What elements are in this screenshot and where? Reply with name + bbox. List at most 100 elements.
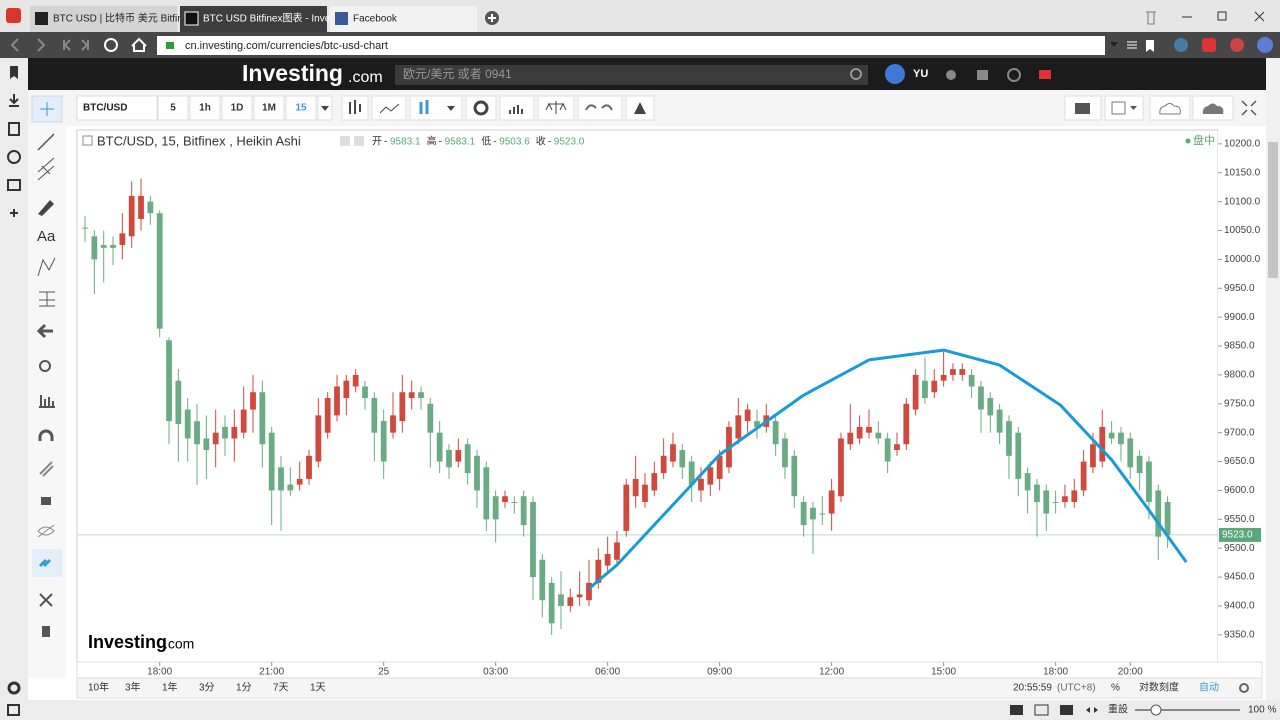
text-tool[interactable]: Aa (37, 228, 56, 245)
interval-button[interactable] (221, 95, 253, 121)
browser-logo[interactable] (6, 8, 21, 23)
panel-window[interactable] (7, 179, 21, 191)
zoom-tool[interactable] (39, 360, 51, 372)
range-button[interactable]: 1天 (310, 683, 326, 694)
clock-icon[interactable] (1007, 68, 1021, 82)
legend-key: 低 (481, 135, 491, 148)
panel-downloads[interactable] (9, 94, 19, 107)
alerts-icon[interactable] (946, 70, 956, 80)
hide-tool[interactable] (37, 524, 55, 538)
ext-icon[interactable] (1257, 37, 1273, 53)
ext-icon[interactable] (1230, 38, 1244, 52)
load-button[interactable] (1149, 95, 1191, 121)
search-icon[interactable] (850, 68, 862, 80)
range-button[interactable]: 3分 (199, 682, 215, 694)
reader[interactable] (1127, 41, 1137, 49)
style-button[interactable] (409, 95, 463, 121)
arrow-tool[interactable] (36, 323, 53, 339)
zoom-handle[interactable] (1150, 704, 1162, 716)
fib-tool[interactable] (37, 157, 55, 181)
ext-icon[interactable] (1174, 38, 1188, 52)
plot-area[interactable] (76, 129, 1219, 663)
percent-toggle[interactable]: % (1111, 683, 1120, 694)
settings[interactable] (7, 681, 21, 695)
legend-key: 高 (427, 135, 437, 148)
range-button[interactable]: 1年 (162, 681, 178, 694)
page-actions[interactable] (1086, 707, 1098, 713)
lock-icon (166, 42, 174, 49)
zoom-level: 100 % (1248, 705, 1276, 716)
close[interactable] (1254, 11, 1265, 22)
trash[interactable] (1146, 11, 1156, 25)
candle-body (922, 380, 928, 399)
fullscreen[interactable] (1241, 100, 1257, 116)
settings-button[interactable] (465, 95, 497, 121)
candle-body (903, 403, 910, 445)
candle-body (138, 195, 144, 219)
capture-icon[interactable] (1010, 705, 1023, 715)
interval-button[interactable] (189, 95, 221, 121)
panel-history[interactable] (7, 150, 21, 164)
remove-tools[interactable] (39, 593, 53, 607)
search-field[interactable] (395, 65, 868, 85)
address-field[interactable] (157, 36, 1105, 55)
images-icon[interactable] (1060, 705, 1073, 715)
home[interactable] (131, 37, 147, 52)
panel-toggle[interactable] (7, 704, 20, 716)
portfolio-icon[interactable] (977, 70, 988, 80)
panel-add[interactable] (10, 209, 18, 217)
measure-tool[interactable] (39, 395, 55, 408)
lock-tool[interactable] (41, 497, 51, 505)
candle-body (847, 432, 854, 445)
pattern-tool[interactable] (37, 257, 56, 277)
candle-body (250, 392, 256, 410)
avatar[interactable] (885, 64, 905, 84)
panel-notes[interactable] (8, 122, 20, 136)
rewind-fastforward[interactable] (63, 39, 89, 51)
url-dropdown[interactable] (1110, 42, 1118, 47)
tiling-icon[interactable] (1034, 704, 1049, 716)
range-button[interactable]: 10年 (88, 681, 109, 694)
zoom-reset[interactable]: 重設 (1108, 703, 1128, 716)
axis-settings[interactable] (1239, 683, 1249, 693)
candle-body (800, 501, 807, 526)
magnet-tool[interactable] (38, 429, 54, 441)
delete-tool[interactable] (42, 626, 50, 637)
collapse-box[interactable] (82, 135, 93, 146)
projection-tool[interactable] (39, 291, 55, 307)
back-forward[interactable] (10, 38, 46, 52)
stay-drawing-tool[interactable] (39, 461, 54, 477)
range-button[interactable]: 7天 (273, 683, 289, 694)
maximize[interactable] (1217, 11, 1227, 21)
tab[interactable] (330, 6, 477, 32)
log-toggle[interactable]: 对数刻度 (1139, 681, 1179, 694)
symbol-field[interactable] (76, 95, 158, 121)
snapshot-button[interactable] (1064, 95, 1102, 121)
brush-tool[interactable] (38, 200, 54, 216)
trend-curve (588, 348, 1188, 590)
site-logo[interactable]: Investing (242, 60, 343, 86)
reload[interactable] (104, 38, 118, 52)
interval-button[interactable] (157, 95, 189, 121)
indicator-button[interactable] (371, 95, 407, 121)
ext-icon[interactable] (1202, 38, 1216, 52)
flag-icon[interactable] (1039, 70, 1051, 79)
panel-bookmarks[interactable] (10, 66, 18, 79)
auto-toggle[interactable]: 自动 (1199, 681, 1219, 694)
undo-redo[interactable] (577, 95, 623, 121)
scroll-thumb[interactable] (1268, 142, 1278, 278)
candle-body (1099, 426, 1106, 462)
interval-button[interactable] (253, 95, 285, 121)
range-button[interactable]: 1分 (236, 682, 252, 694)
tab[interactable] (30, 6, 177, 32)
y-tick-label: 9850.0 (1224, 341, 1255, 352)
range-button[interactable]: 3年 (125, 681, 141, 694)
y-tick-label: 10000.0 (1224, 254, 1261, 265)
interval-button[interactable] (285, 95, 317, 121)
username[interactable]: YU (913, 68, 928, 80)
y-tick-label: 9750.0 (1224, 398, 1255, 409)
tab-active[interactable] (180, 6, 327, 32)
bookmark[interactable] (1146, 40, 1154, 52)
trend-line-tool[interactable] (37, 133, 55, 151)
